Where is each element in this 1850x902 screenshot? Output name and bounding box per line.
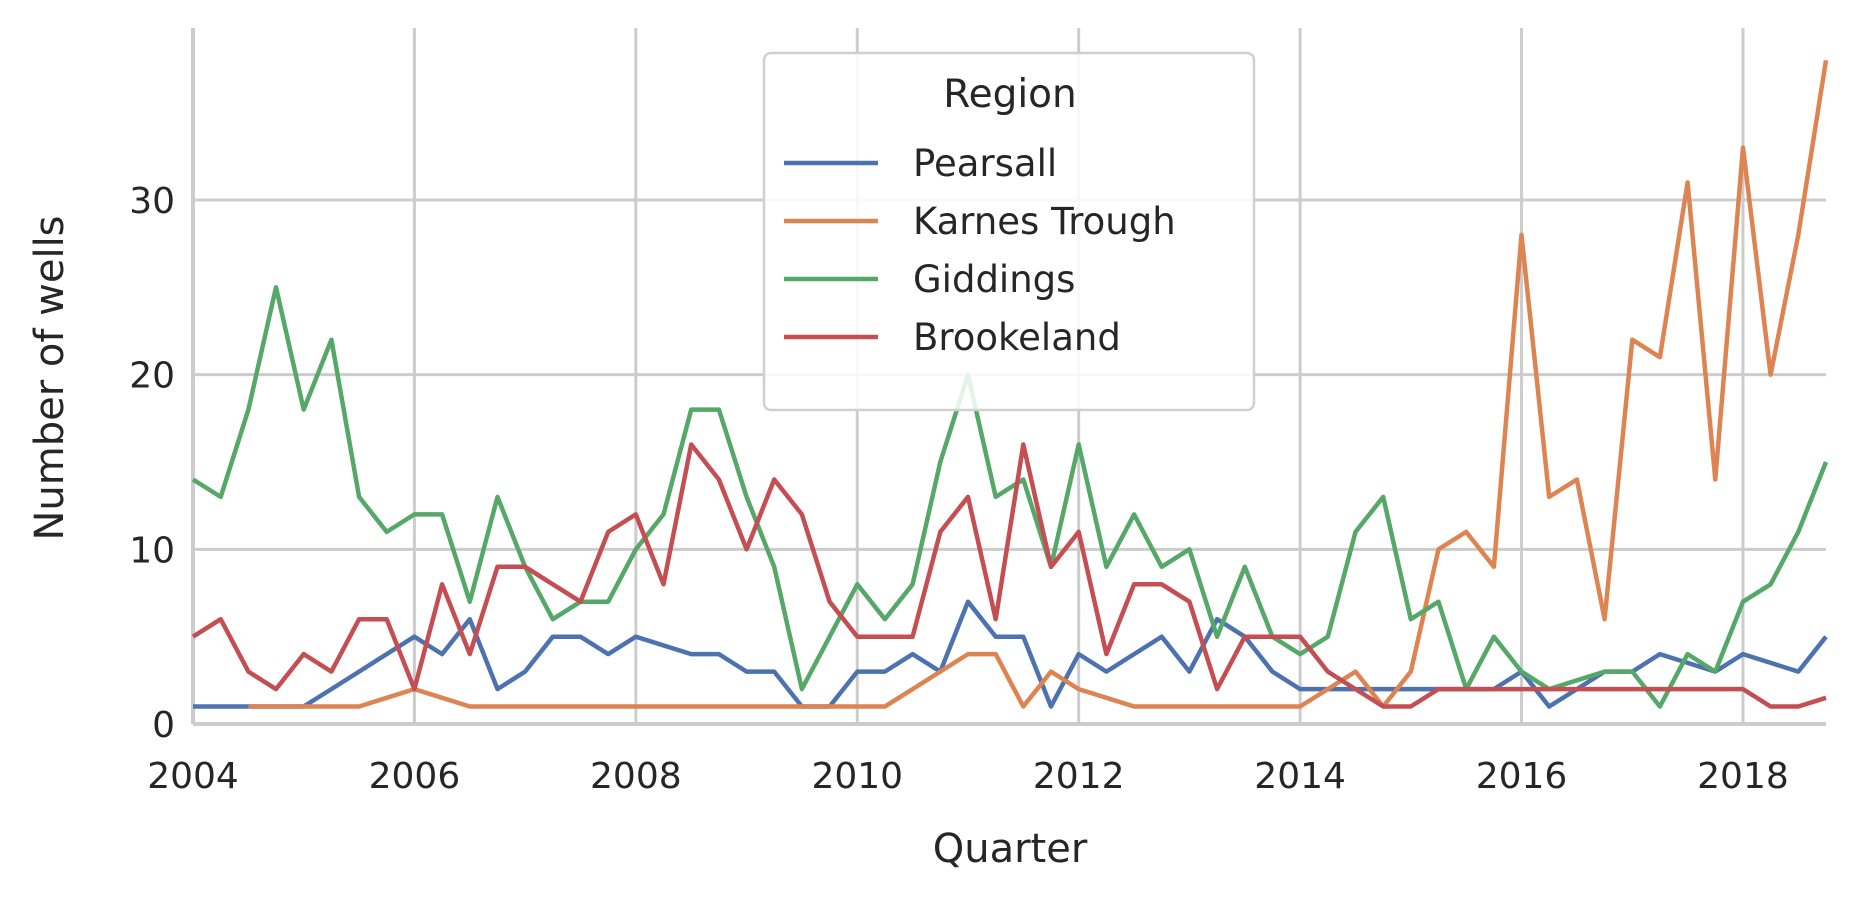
series-lines: [191, 59, 1829, 709]
y-tick-label: 0: [152, 705, 175, 746]
x-tick-label: 2016: [1476, 756, 1568, 797]
x-tick-label: 2012: [1033, 756, 1125, 797]
legend-label: Pearsall: [913, 142, 1057, 185]
x-tick-label: 2008: [590, 756, 682, 797]
legend-label: Karnes Trough: [913, 200, 1176, 243]
series-line-karnes-trough: [248, 59, 1829, 709]
legend: Region Pearsall Karnes Trough Giddings Broo…: [762, 51, 1256, 412]
y-tick-label: 20: [129, 356, 175, 397]
x-tick-label: 2010: [811, 756, 903, 797]
x-tick-label: 2018: [1697, 756, 1789, 797]
x-tick-labels: 2004 2006 2008 2010 2012 2014 2016 2018: [147, 756, 1789, 797]
y-tick-label: 30: [129, 181, 175, 222]
x-axis-title: Quarter: [933, 826, 1088, 872]
y-axis-title: Number of wells: [27, 215, 73, 540]
series-line-brookeland: [191, 442, 1827, 709]
y-tick-label: 10: [129, 530, 175, 571]
legend-label: Giddings: [913, 258, 1075, 301]
legend-title: Region: [943, 72, 1077, 117]
legend-box: [762, 51, 1256, 412]
legend-items: Pearsall Karnes Trough Giddings Brookeland: [784, 142, 1176, 359]
x-tick-label: 2014: [1254, 756, 1346, 797]
legend-label: Brookeland: [913, 316, 1121, 359]
x-tick-label: 2004: [147, 756, 239, 797]
x-tick-label: 2006: [369, 756, 461, 797]
y-tick-labels: 0 10 20 30: [129, 181, 175, 746]
